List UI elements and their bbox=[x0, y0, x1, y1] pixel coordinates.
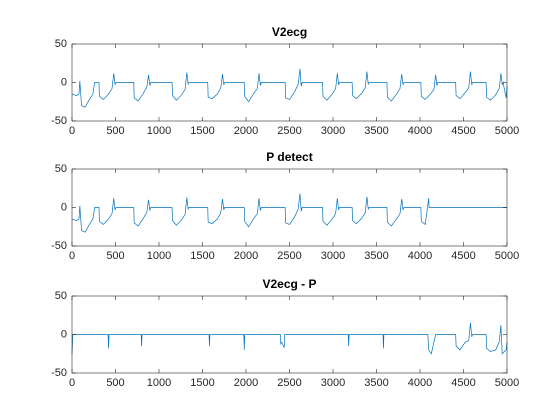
x-tick-label: 500 bbox=[106, 377, 124, 389]
x-tick-label: 3000 bbox=[321, 125, 345, 137]
x-tick-label: 3500 bbox=[364, 125, 388, 137]
x-tick-label: 2000 bbox=[234, 377, 258, 389]
y-tick-label: 0 bbox=[61, 201, 67, 213]
signal-line bbox=[71, 193, 507, 233]
x-tick-label: 500 bbox=[106, 125, 124, 137]
x-tick-label: 1500 bbox=[190, 125, 214, 137]
signal-line bbox=[71, 322, 508, 355]
x-tick-label: 1000 bbox=[147, 377, 171, 389]
x-tick-label: 4000 bbox=[408, 377, 432, 389]
x-tick-label: 5000 bbox=[495, 250, 519, 262]
x-tick-label: 1500 bbox=[190, 377, 214, 389]
x-tick-label: 500 bbox=[106, 250, 124, 262]
chart-title: V2ecg - P bbox=[262, 277, 316, 291]
x-tick-label: 2500 bbox=[277, 377, 301, 389]
x-tick-label: 1000 bbox=[147, 250, 171, 262]
x-tick-label: 2500 bbox=[277, 125, 301, 137]
x-tick-label: 4500 bbox=[451, 125, 475, 137]
x-tick-label: 3000 bbox=[321, 250, 345, 262]
y-tick-label: -50 bbox=[51, 115, 67, 127]
y-tick-label: 0 bbox=[61, 76, 67, 88]
chart-title: V2ecg bbox=[272, 25, 307, 39]
y-tick-label: 50 bbox=[55, 290, 67, 302]
x-tick-label: 3000 bbox=[321, 377, 345, 389]
x-tick-label: 5000 bbox=[495, 377, 519, 389]
y-tick-label: 0 bbox=[61, 328, 67, 340]
x-tick-label: 4000 bbox=[408, 125, 432, 137]
x-tick-label: 4500 bbox=[451, 377, 475, 389]
x-tick-label: 2500 bbox=[277, 250, 301, 262]
y-tick-label: -50 bbox=[51, 367, 67, 379]
x-tick-label: 1000 bbox=[147, 125, 171, 137]
x-tick-label: 2000 bbox=[234, 250, 258, 262]
x-tick-label: 2000 bbox=[234, 125, 258, 137]
y-tick-label: 50 bbox=[55, 38, 67, 50]
x-tick-label: 0 bbox=[69, 250, 75, 262]
chart-title: P detect bbox=[266, 150, 312, 164]
signal-line bbox=[71, 68, 508, 108]
y-tick-label: -50 bbox=[51, 240, 67, 252]
x-tick-label: 5000 bbox=[495, 125, 519, 137]
x-tick-label: 1500 bbox=[190, 250, 214, 262]
x-tick-label: 0 bbox=[69, 125, 75, 137]
x-tick-label: 4000 bbox=[408, 250, 432, 262]
x-tick-label: 3500 bbox=[364, 377, 388, 389]
y-tick-label: 50 bbox=[55, 163, 67, 175]
x-tick-label: 3500 bbox=[364, 250, 388, 262]
x-tick-label: 4500 bbox=[451, 250, 475, 262]
x-tick-label: 0 bbox=[69, 377, 75, 389]
